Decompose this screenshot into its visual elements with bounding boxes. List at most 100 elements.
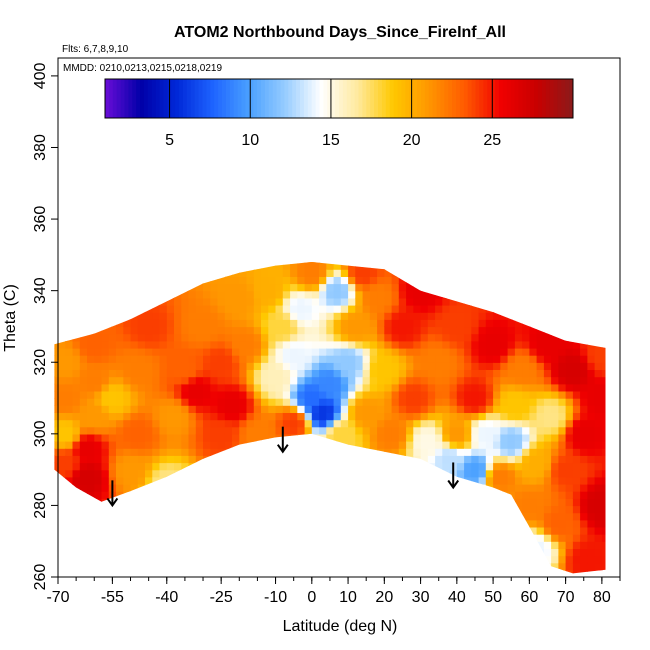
heatmap-cell [195, 448, 204, 456]
heatmap-cell [471, 405, 480, 413]
heatmap-cell [326, 369, 335, 378]
heatmap-cell [123, 312, 132, 320]
heatmap-cell [159, 383, 168, 392]
heatmap-cell [413, 305, 422, 313]
heatmap-cell [601, 526, 606, 535]
heatmap-cell [116, 305, 124, 313]
heatmap-cell [594, 555, 603, 564]
heatmap-cell [261, 512, 269, 521]
heatmap-cell [239, 390, 248, 399]
heatmap-cell [558, 305, 567, 313]
heatmap-cell [558, 419, 567, 428]
heatmap-cell [565, 483, 574, 492]
heatmap-cell [65, 519, 74, 528]
heatmap-cell [333, 262, 342, 270]
heatmap-cell [348, 548, 356, 557]
heatmap-cell [224, 405, 233, 413]
heatmap-cell [311, 569, 320, 574]
heatmap-cell [261, 312, 269, 320]
heatmap-cell [87, 347, 95, 356]
heatmap-cell [54, 262, 59, 263]
heatmap-cell [145, 297, 153, 306]
heatmap-cell [413, 433, 422, 442]
heatmap-cell [326, 476, 335, 485]
heatmap-cell [87, 383, 95, 392]
heatmap-cell [152, 562, 161, 571]
heatmap-cell [87, 276, 95, 285]
heatmap-cell [58, 262, 66, 270]
heatmap-cell [413, 297, 422, 306]
heatmap-cell [58, 290, 66, 299]
heatmap-cell [543, 412, 552, 421]
heatmap-cell [522, 541, 530, 549]
heatmap-cell [333, 562, 342, 571]
heatmap-cell [580, 548, 588, 557]
heatmap-cell [203, 555, 211, 564]
heatmap-cell [282, 405, 291, 413]
heatmap-cell [507, 455, 516, 464]
heatmap-cell [94, 491, 103, 499]
heatmap-cell [159, 262, 168, 263]
heatmap-cell [543, 526, 552, 535]
heatmap-cell [580, 569, 588, 574]
colorbar-segment [354, 79, 359, 118]
heatmap-cell [152, 262, 161, 270]
heatmap-cell [355, 398, 364, 406]
heatmap-cell [580, 433, 588, 442]
heatmap-cell [268, 541, 277, 549]
heatmap-cell [58, 347, 66, 356]
heatmap-cell [340, 469, 349, 478]
heatmap-cell [362, 340, 371, 349]
heatmap-cell [420, 426, 429, 435]
heatmap-cell [188, 433, 197, 442]
heatmap-cell [420, 555, 429, 564]
heatmap-cell [398, 519, 407, 528]
heatmap-cell [406, 362, 414, 370]
heatmap-cell [130, 283, 139, 292]
heatmap-cell [174, 555, 182, 564]
heatmap-cell [478, 476, 487, 485]
heatmap-cell [362, 491, 371, 499]
colorbar-segment [214, 79, 219, 118]
heatmap-cell [101, 512, 110, 521]
heatmap-cell [601, 433, 606, 442]
heatmap-cell [493, 276, 501, 285]
heatmap-cell [261, 569, 269, 574]
heatmap-cell [319, 541, 327, 549]
heatmap-cell [188, 326, 197, 335]
heatmap-cell [435, 355, 443, 363]
heatmap-cell [471, 455, 480, 464]
heatmap-cell [471, 347, 480, 356]
heatmap-cell [529, 276, 538, 285]
heatmap-cell [478, 462, 487, 471]
heatmap-cell [261, 498, 269, 507]
heatmap-cell [565, 476, 574, 485]
heatmap-cell [203, 469, 211, 478]
heatmap-cell [435, 398, 443, 406]
heatmap-cell [304, 512, 313, 521]
heatmap-cell [275, 283, 284, 292]
heatmap-cell [449, 534, 458, 542]
heatmap-cell [449, 333, 458, 342]
heatmap-cell [290, 555, 298, 564]
heatmap-cell [572, 319, 581, 328]
heatmap-cell [217, 491, 226, 499]
heatmap-cell [464, 469, 472, 478]
colorbar-segment [105, 79, 110, 118]
heatmap-cell [232, 455, 240, 464]
heatmap-cell [217, 398, 226, 406]
heatmap-cell [246, 398, 255, 406]
heatmap-cell [377, 276, 385, 285]
heatmap-cell [246, 283, 255, 292]
heatmap-cell [166, 312, 175, 320]
heatmap-cell [152, 347, 161, 356]
heatmap-cell [601, 534, 606, 542]
heatmap-cell [239, 441, 248, 449]
heatmap-cell [398, 512, 407, 521]
heatmap-cell [413, 419, 422, 428]
heatmap-cell [384, 505, 393, 514]
heatmap-cell [224, 362, 233, 370]
heatmap-cell [601, 412, 606, 421]
heatmap-cell [94, 319, 103, 328]
heatmap-cell [224, 347, 233, 356]
